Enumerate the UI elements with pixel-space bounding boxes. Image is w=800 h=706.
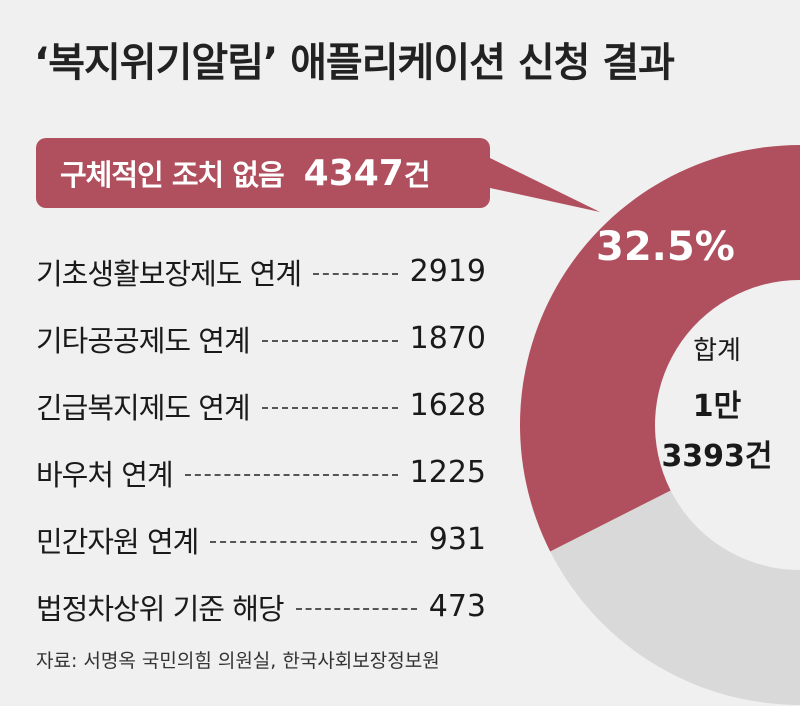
total-value-line2: 3393건 (661, 439, 773, 474)
breakdown-row: 민간자원 연계 931 (36, 506, 486, 573)
callout-label: 구체적인 조치 없음 (60, 158, 285, 192)
slice-percent-label: 32.5% (596, 224, 735, 270)
callout-value: 4347 (303, 152, 404, 194)
callout-pointer (490, 158, 600, 212)
donut-slice-rest (550, 145, 800, 705)
breakdown-label: 법정차상위 기준 해당 (36, 591, 285, 626)
breakdown-row: 기초생활보장제도 연계 2919 (36, 238, 486, 305)
chart-title: ‘복지위기알림’ 애플리케이션 신청 결과 (34, 40, 675, 86)
leader-dots (261, 406, 398, 409)
callout-box: 구체적인 조치 없음 4347 건 (36, 138, 490, 208)
breakdown-value: 473 (428, 589, 486, 624)
breakdown-row: 기타공공제도 연계 1870 (36, 305, 486, 372)
leader-dots (261, 339, 398, 342)
breakdown-value: 1870 (409, 321, 486, 356)
donut-center-total: 합계 1만 3393건 (642, 330, 792, 475)
breakdown-value: 1225 (409, 455, 486, 490)
breakdown-label: 민간자원 연계 (36, 524, 199, 559)
breakdown-label: 기타공공제도 연계 (36, 323, 251, 358)
total-label: 합계 (693, 336, 741, 366)
breakdown-value: 2919 (409, 254, 486, 289)
breakdown-label: 기초생활보장제도 연계 (36, 256, 302, 291)
breakdown-label: 긴급복지제도 연계 (36, 390, 251, 425)
breakdown-list: 기초생활보장제도 연계 2919 기타공공제도 연계 1870 긴급복지제도 연… (36, 238, 486, 640)
leader-dots (184, 473, 398, 476)
callout-unit: 건 (403, 158, 431, 192)
leader-dots (295, 607, 417, 610)
donut-slice-no-action (520, 145, 800, 552)
leader-dots (313, 272, 398, 275)
breakdown-row: 법정차상위 기준 해당 473 (36, 573, 486, 640)
breakdown-label: 바우처 연계 (36, 457, 174, 492)
breakdown-value: 1628 (409, 388, 486, 423)
source-note: 자료: 서명옥 국민의힘 의원실, 한국사회보장정보원 (36, 650, 440, 672)
breakdown-value: 931 (428, 522, 486, 557)
breakdown-row: 긴급복지제도 연계 1628 (36, 372, 486, 439)
breakdown-row: 바우처 연계 1225 (36, 439, 486, 506)
leader-dots (210, 540, 417, 543)
total-value-line1: 1만 (692, 389, 742, 424)
